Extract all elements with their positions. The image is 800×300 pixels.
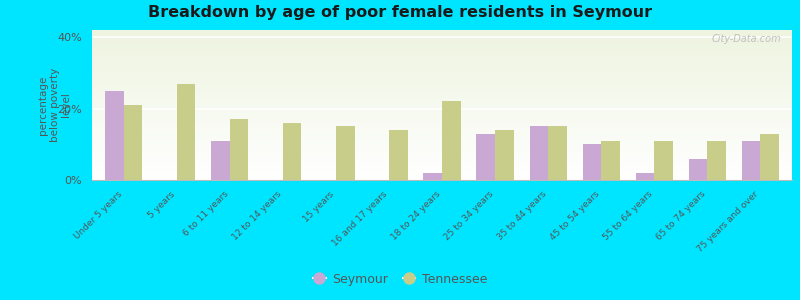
Bar [389,130,407,180]
Bar [477,134,495,180]
Legend: Seymour, Tennessee: Seymour, Tennessee [308,268,492,291]
Bar [654,141,673,180]
Bar [336,126,354,180]
Bar [760,134,778,180]
Bar [423,173,442,180]
Bar [283,123,302,180]
Bar [707,141,726,180]
Text: Breakdown by age of poor female residents in Seymour: Breakdown by age of poor female resident… [148,4,652,20]
Bar [495,130,514,180]
Bar [548,126,566,180]
Bar [211,141,230,180]
Bar [106,91,124,180]
Text: City-Data.com: City-Data.com [712,34,782,44]
Bar [124,105,142,180]
Bar [177,84,195,180]
Bar [689,159,707,180]
Bar [230,119,249,180]
Bar [601,141,620,180]
Y-axis label: percentage
below poverty
level: percentage below poverty level [38,68,71,142]
Bar [530,126,548,180]
Bar [635,173,654,180]
Bar [442,101,461,180]
Bar [582,144,601,180]
Bar [742,141,760,180]
